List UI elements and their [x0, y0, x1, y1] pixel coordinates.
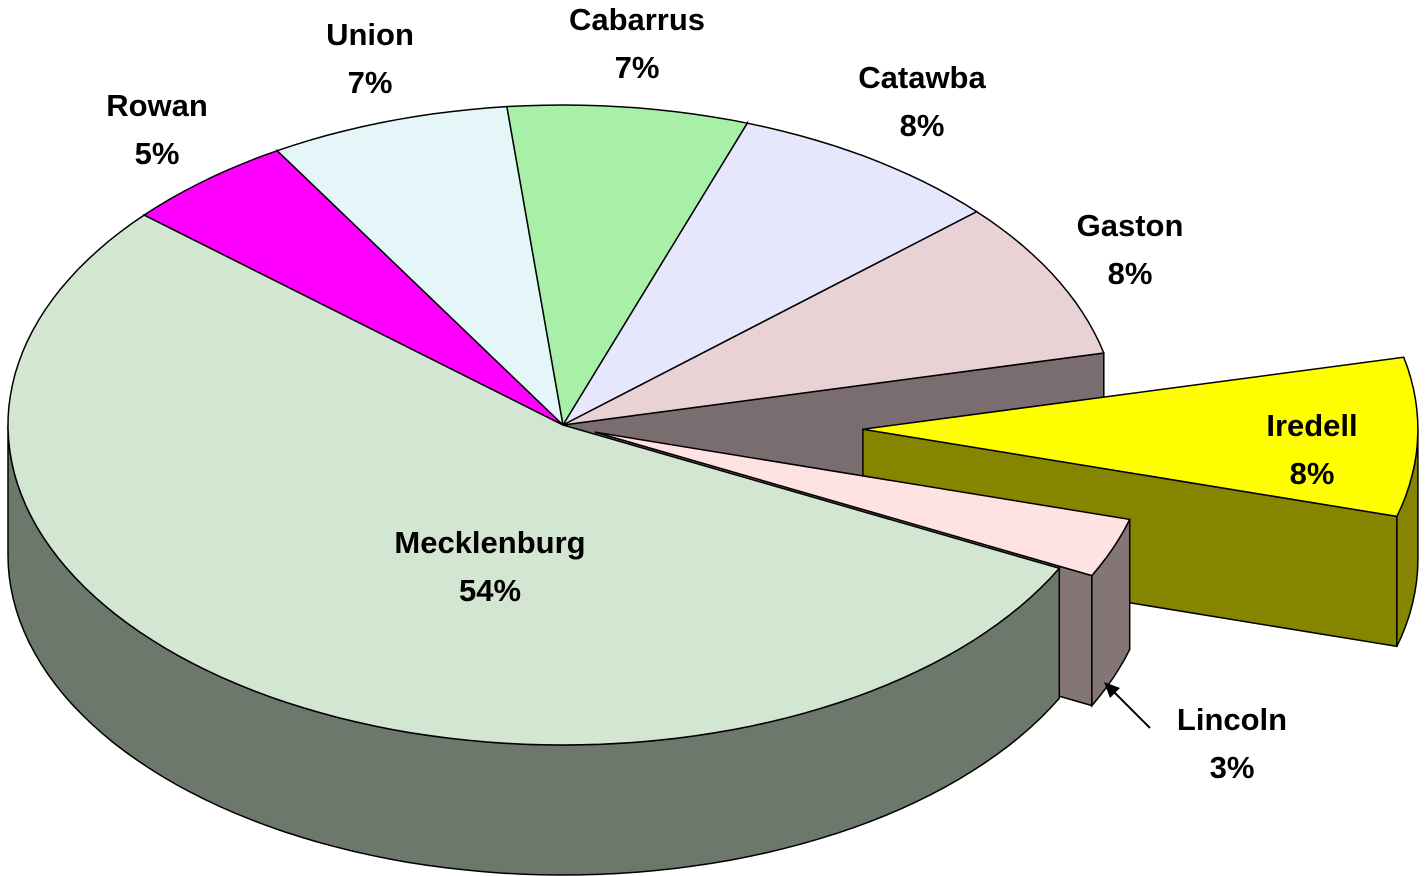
slice-label: Union	[326, 17, 414, 52]
slice	[562, 210, 1105, 426]
slice-value-label: 8%	[1290, 456, 1335, 491]
slice-value-label: 8%	[900, 108, 945, 143]
slice-label: Iredell	[1266, 408, 1357, 443]
slice	[595, 431, 1131, 577]
slice-value-label: 54%	[459, 573, 521, 608]
slice-value-label: 7%	[348, 65, 393, 100]
slice	[862, 356, 1419, 518]
slice-value-label: 5%	[135, 136, 180, 171]
slice	[7, 214, 1061, 746]
slice-label: Mecklenburg	[394, 525, 585, 560]
slice-value-label: 8%	[1108, 256, 1153, 291]
slice-label: Lincoln	[1177, 702, 1287, 737]
leader-arrowhead	[1104, 682, 1120, 698]
slice-value-label: 7%	[615, 50, 660, 85]
slice-label: Gaston	[1077, 208, 1184, 243]
slice-value-label: 3%	[1210, 750, 1255, 785]
leader-line	[1111, 689, 1151, 729]
slice	[275, 105, 565, 428]
slice	[142, 149, 564, 426]
slice	[506, 104, 749, 428]
slice-label: Rowan	[106, 88, 208, 123]
slice-tops	[7, 104, 1419, 746]
slice-label: Catawba	[858, 60, 986, 95]
slice-label: Cabarrus	[569, 2, 705, 37]
labels: Rowan 5% Union 7% Cabarrus 7% Catawba 8% Gaston 8…	[106, 2, 1357, 785]
slice	[560, 122, 979, 427]
